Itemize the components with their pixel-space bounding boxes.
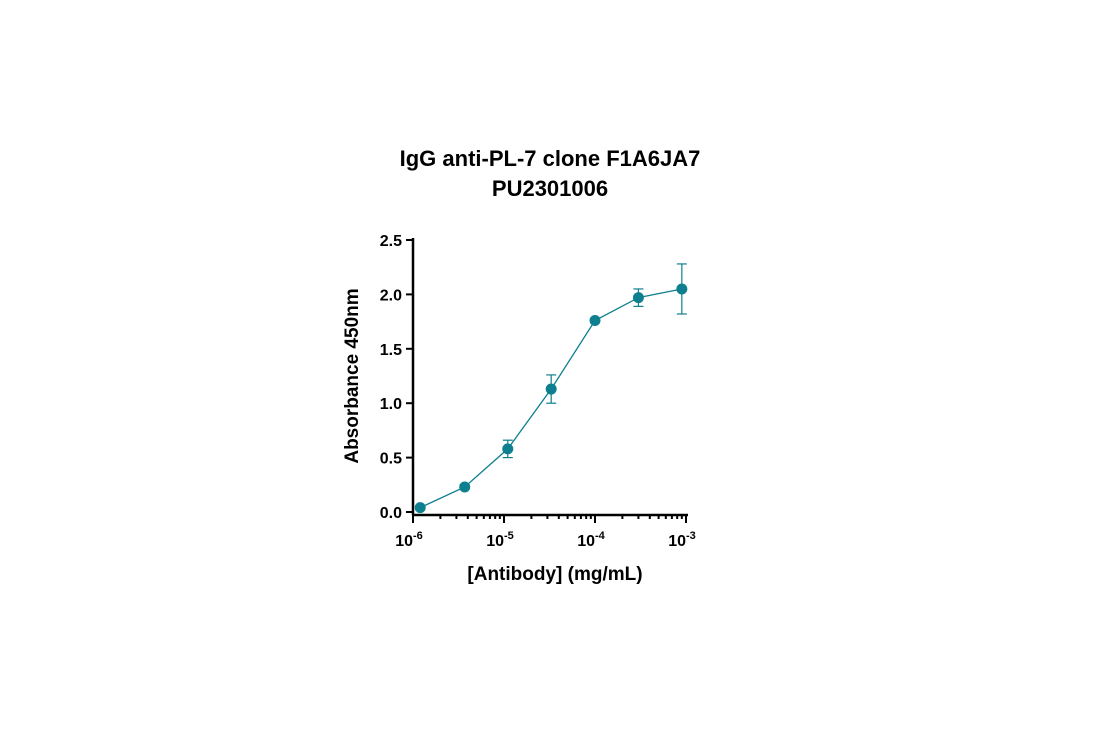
- x-axis-label: [Antibody] (mg/mL): [467, 564, 642, 585]
- y-axis-ticks: 0.0 0.5 1.0 1.5 2.0 2.5: [380, 233, 413, 522]
- x-tick-label: 10-4: [577, 530, 605, 550]
- data-point: [502, 443, 514, 455]
- data-point: [676, 283, 688, 295]
- plot-area: [414, 263, 688, 514]
- x-tick-label: 10-5: [486, 530, 514, 550]
- x-tick-label: 10-6: [395, 530, 423, 550]
- x-axis-ticks: 10-6 10-5 10-4 10-3: [395, 515, 696, 550]
- data-point: [414, 502, 426, 514]
- data-point: [589, 315, 601, 327]
- y-tick-label: 0.5: [380, 451, 402, 468]
- data-point: [459, 481, 471, 493]
- data-point: [545, 383, 557, 395]
- y-tick-label: 2.5: [380, 233, 402, 250]
- chart-title: IgG anti-PL-7 clone F1A6JA7: [400, 146, 701, 171]
- y-tick-label: 0.0: [380, 505, 402, 522]
- y-tick-label: 1.5: [380, 342, 402, 359]
- x-tick-label: 10-3: [668, 530, 696, 550]
- data-point: [632, 292, 644, 304]
- y-tick-label: 2.0: [380, 287, 402, 304]
- y-axis-label: Absorbance 450nm: [342, 288, 363, 463]
- y-tick-label: 1.0: [380, 396, 402, 413]
- chart-subtitle: PU2301006: [492, 176, 608, 201]
